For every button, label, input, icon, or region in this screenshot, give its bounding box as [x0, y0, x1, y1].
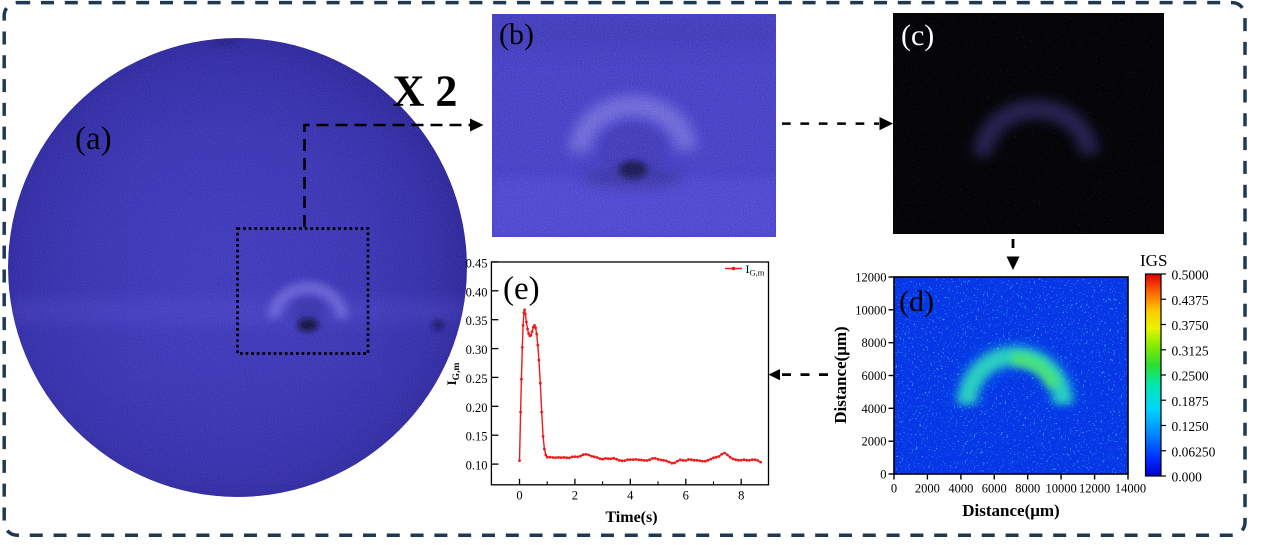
svg-text:0.25: 0.25 — [466, 372, 488, 386]
svg-text:(b): (b) — [499, 18, 534, 51]
svg-text:0.3750: 0.3750 — [1172, 318, 1209, 333]
svg-text:6: 6 — [683, 489, 689, 503]
svg-text:8000: 8000 — [1015, 481, 1040, 495]
svg-text:8: 8 — [738, 489, 744, 503]
svg-text:4: 4 — [627, 489, 634, 503]
svg-text:Distance(μm): Distance(μm) — [962, 501, 1059, 520]
svg-text:0.1875: 0.1875 — [1172, 394, 1209, 409]
svg-text:Distance(μm): Distance(μm) — [831, 326, 850, 423]
svg-text:0.3125: 0.3125 — [1172, 343, 1209, 358]
svg-text:0.4375: 0.4375 — [1172, 293, 1209, 308]
svg-text:0.1250: 0.1250 — [1172, 419, 1209, 434]
svg-text:(e): (e) — [503, 271, 540, 307]
svg-text:0.15: 0.15 — [466, 430, 488, 444]
svg-text:6000: 6000 — [862, 369, 887, 383]
svg-text:X 2: X 2 — [393, 67, 458, 116]
svg-text:10000: 10000 — [855, 303, 886, 317]
svg-text:12000: 12000 — [855, 271, 886, 285]
svg-text:IGS: IGS — [1140, 251, 1167, 270]
svg-text:0.30: 0.30 — [466, 343, 488, 357]
svg-text:0.20: 0.20 — [466, 401, 488, 415]
svg-text:12000: 12000 — [1079, 481, 1110, 495]
svg-text:14000: 14000 — [1115, 481, 1146, 495]
svg-text:4000: 4000 — [862, 402, 887, 416]
svg-text:0.35: 0.35 — [466, 314, 488, 328]
svg-text:2000: 2000 — [915, 481, 940, 495]
svg-text:(a): (a) — [75, 121, 112, 157]
svg-text:0.40: 0.40 — [466, 285, 488, 299]
svg-text:0.45: 0.45 — [466, 256, 488, 270]
svg-text:0: 0 — [516, 489, 522, 503]
svg-text:(d): (d) — [899, 285, 934, 318]
svg-text:4000: 4000 — [948, 481, 973, 495]
svg-text:0.5000: 0.5000 — [1172, 268, 1209, 283]
svg-text:2000: 2000 — [862, 435, 887, 449]
svg-text:(c): (c) — [901, 19, 934, 52]
svg-text:10000: 10000 — [1045, 481, 1076, 495]
svg-text:0.2500: 0.2500 — [1172, 369, 1209, 384]
svg-text:Time(s): Time(s) — [605, 509, 657, 526]
svg-text:0.000: 0.000 — [1172, 470, 1203, 485]
svg-text:0.10: 0.10 — [466, 459, 488, 473]
svg-text:6000: 6000 — [982, 481, 1007, 495]
svg-text:0: 0 — [880, 468, 886, 482]
svg-text:2: 2 — [572, 489, 578, 503]
svg-text:0.06250: 0.06250 — [1172, 444, 1216, 459]
svg-text:8000: 8000 — [862, 336, 887, 350]
svg-text:0: 0 — [891, 481, 897, 495]
